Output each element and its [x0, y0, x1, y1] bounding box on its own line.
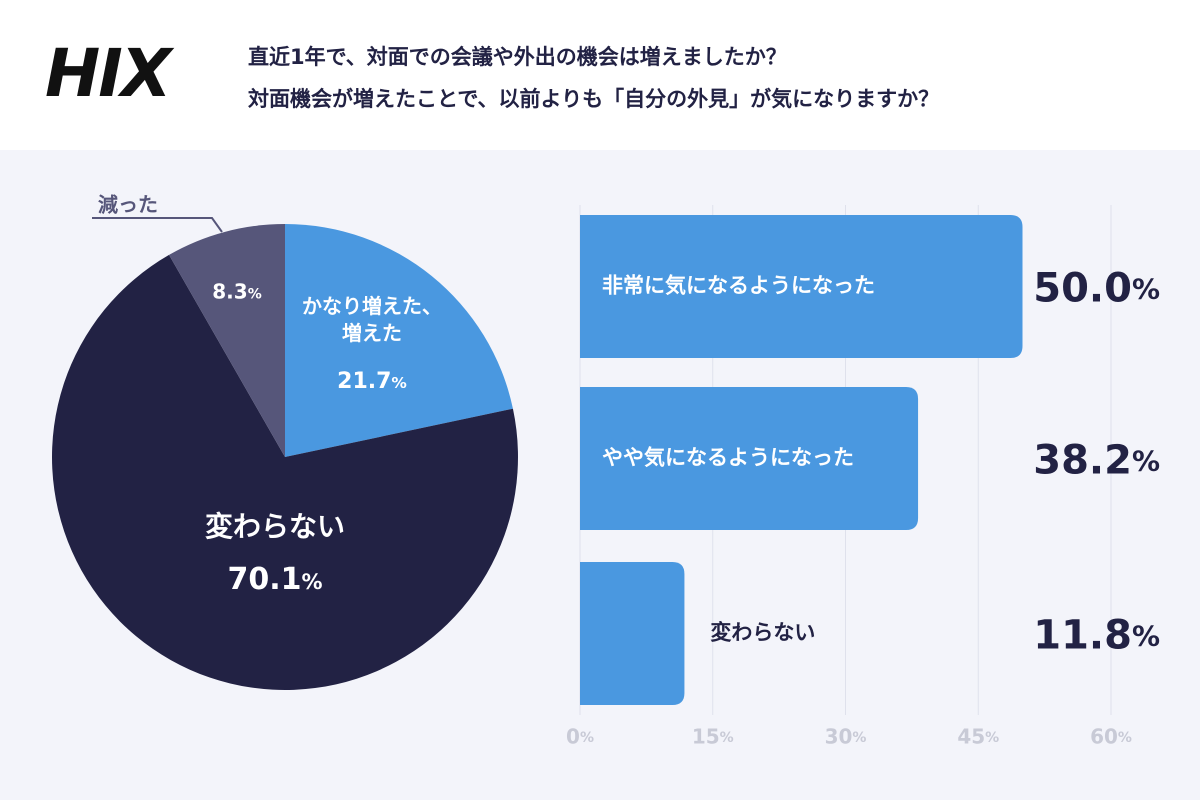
value-label: 38.2% — [1033, 438, 1160, 484]
bar — [580, 215, 1023, 358]
x-tick-label: 15% — [692, 725, 734, 749]
pie-slice — [51, 254, 519, 690]
pie-slice — [169, 224, 285, 457]
x-tick-label: 30% — [825, 725, 867, 749]
x-tick-label: 45% — [957, 725, 999, 749]
x-tick-label: 0% — [566, 725, 594, 749]
title-line: 対面機会が増えたことで、以前よりも「自分の外見」が気になりますか？ — [248, 87, 939, 111]
title-line: 直近1年で、対面での会議や外出の機会は増えましたか？ — [248, 45, 787, 69]
pie-slice — [285, 224, 513, 457]
slice-value: 21.7% — [337, 369, 407, 395]
bar — [580, 387, 919, 530]
slice-value: 8.3% — [212, 279, 262, 304]
slice-label: 変わらない — [204, 510, 346, 544]
x-tick-label: 60% — [1090, 725, 1132, 749]
value-label: 11.8% — [1033, 613, 1160, 659]
slice-label: かなり増えた、 増えた — [302, 294, 442, 345]
slice-label: 減った — [98, 192, 158, 217]
bar-label: 非常に気になるようになった — [602, 274, 875, 298]
bar-label: やや気になるようになった — [602, 446, 854, 470]
logo: HIX — [45, 35, 175, 112]
header — [0, 0, 1200, 150]
leader-line — [92, 217, 223, 233]
bar-label: 変わらない — [710, 621, 815, 645]
value-label: 50.0% — [1033, 266, 1160, 312]
slice-value: 70.1% — [227, 561, 323, 597]
bar — [580, 562, 685, 705]
